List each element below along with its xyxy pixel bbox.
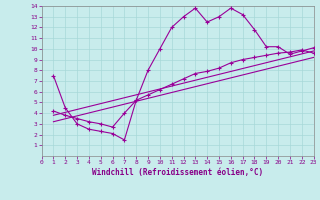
X-axis label: Windchill (Refroidissement éolien,°C): Windchill (Refroidissement éolien,°C) bbox=[92, 168, 263, 177]
